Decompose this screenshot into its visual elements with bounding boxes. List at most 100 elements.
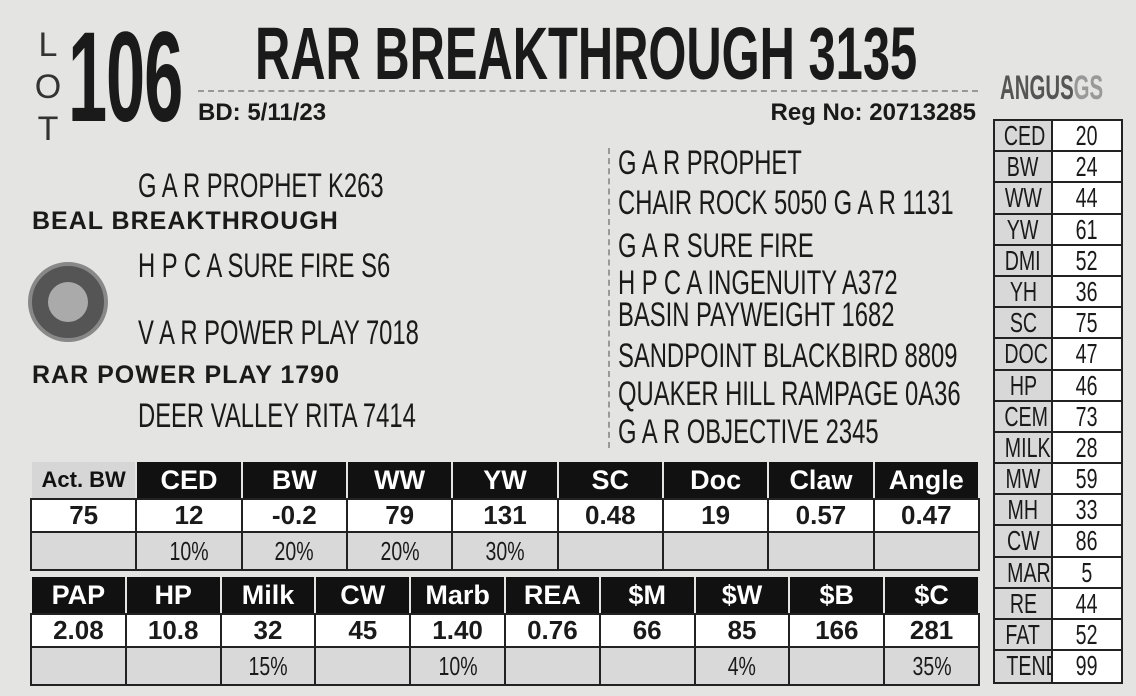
- pedigree-gg: H P C A INGENUITY A372: [618, 264, 898, 302]
- epd-value: 2.08: [30, 613, 127, 648]
- index-label: SC: [995, 308, 1053, 338]
- epd-table-2: PAP HP Milk CW Marb REA $M $W $B $C 2.08 10.8 32 45 1.…: [30, 575, 980, 686]
- epd-value: 79: [345, 498, 454, 533]
- epd-percentile: [767, 531, 875, 571]
- epd-value: 10.8: [124, 613, 222, 648]
- pedigree-gg: CHAIR ROCK 5050 G A R 1131: [618, 184, 954, 222]
- pedigree-divider: [608, 148, 610, 448]
- index-value: 46: [1053, 370, 1121, 400]
- registration: Reg No: 20713285: [771, 99, 976, 127]
- index-value: 99: [1053, 651, 1121, 683]
- epd-value: -0.2: [240, 498, 348, 533]
- index-label: WW: [995, 183, 1053, 213]
- index-label: DMI: [995, 245, 1053, 275]
- pedigree-gg: G A R OBJECTIVE 2345: [618, 413, 879, 451]
- index-row: DOC 47: [995, 339, 1121, 371]
- epd-percentile: [872, 531, 981, 571]
- index-label: DOC: [995, 339, 1053, 369]
- index-row: CW 86: [995, 526, 1121, 558]
- index-label: FAT: [995, 620, 1053, 650]
- index-percentile-table: CED 20 BW 24 WW 44 YW 61 DMI 52 YH 36 SC 75 DOC 47 HP 46 C…: [993, 119, 1123, 685]
- index-row: MW 59: [995, 464, 1121, 496]
- epd-percentile: 30%: [451, 531, 559, 571]
- index-value: 47: [1053, 339, 1121, 369]
- epd-header: REA: [503, 575, 601, 615]
- index-label: TEND: [995, 651, 1053, 683]
- epd-header: Marb: [409, 575, 506, 615]
- index-value: 75: [1053, 308, 1121, 338]
- index-value: 20: [1053, 121, 1121, 151]
- epd-percentile: [661, 531, 770, 571]
- epd-percentile: [598, 646, 696, 686]
- epd-header: Claw: [767, 460, 875, 500]
- index-value: 73: [1053, 401, 1121, 431]
- angus-gs-logo: ANGUSGS: [1000, 70, 1103, 106]
- index-row: MARB5: [995, 557, 1121, 589]
- epd-percentile: [503, 646, 601, 686]
- epd-table-1: Act. BW CED BW WW YW SC Doc Claw Angle 75 12 -0.2 79…: [29, 460, 981, 571]
- logo-suffix: GS: [1073, 69, 1104, 107]
- epd-value: 166: [788, 613, 886, 648]
- epd-value: 19: [661, 498, 770, 533]
- certification-seal-icon: [28, 262, 108, 342]
- index-row: TEND99: [995, 651, 1121, 683]
- index-label: MW: [995, 464, 1053, 494]
- birth-date-value: 5/11/23: [247, 99, 327, 126]
- index-label: MH: [995, 495, 1053, 525]
- pedigree-dam-sire: V A R POWER PLAY 7018: [138, 314, 419, 352]
- index-label: YH: [995, 276, 1053, 307]
- index-value: 36: [1053, 276, 1121, 306]
- epd-percentile: [556, 531, 664, 571]
- index-label: BW: [995, 152, 1053, 182]
- index-row: BW 24: [995, 152, 1121, 184]
- index-row: MILK 28: [995, 432, 1121, 465]
- epd-value: 1.40: [409, 613, 506, 648]
- epd-header: CED: [135, 460, 243, 500]
- index-row: DMI 52: [995, 245, 1121, 277]
- epd-percentile: [124, 646, 222, 686]
- epd-value: 12: [135, 498, 243, 533]
- index-label: MILK: [995, 432, 1053, 463]
- index-row: WW 44: [995, 183, 1121, 215]
- divider: [198, 90, 978, 92]
- epd-percentile: 35%: [883, 646, 980, 686]
- index-row: CEM 73: [995, 401, 1121, 433]
- pedigree-dam: RAR POWER PLAY 1790: [32, 361, 340, 389]
- birth-date: BD: 5/11/23: [198, 99, 326, 127]
- epd-header: Angle: [872, 460, 981, 500]
- index-row: CED 20: [995, 121, 1121, 153]
- index-value: 59: [1053, 464, 1121, 494]
- index-label: CW: [995, 526, 1053, 556]
- epd-header: $M: [598, 575, 696, 615]
- epd-percentile: [30, 646, 127, 686]
- animal-name: RAR BREAKTHROUGH 3135: [255, 12, 918, 95]
- reg-label: Reg No:: [770, 99, 863, 126]
- logo-main: ANGUS: [1000, 69, 1074, 107]
- epd-value: 66: [598, 613, 696, 648]
- index-row: FAT 52: [995, 620, 1121, 652]
- index-row: HP 46: [995, 370, 1121, 402]
- epd-value: 45: [314, 613, 412, 648]
- epd-value: 281: [883, 613, 980, 648]
- epd-header: PAP: [30, 575, 127, 615]
- pedigree-gg: QUAKER HILL RAMPAGE 0A36: [618, 375, 961, 413]
- epd-value: 0.76: [503, 613, 601, 648]
- index-row: RE 44: [995, 588, 1121, 620]
- index-label: CEM: [995, 401, 1053, 431]
- epd-percentile: 10%: [135, 531, 243, 571]
- index-label: HP: [995, 370, 1053, 400]
- pedigree-dam-dam: DEER VALLEY RITA 7414: [138, 397, 416, 435]
- epd-header: CW: [314, 575, 412, 615]
- epd-percentile: 4%: [693, 646, 791, 686]
- pedigree-gg: G A R SURE FIRE: [618, 227, 814, 265]
- index-label: RE: [995, 588, 1053, 618]
- pedigree-sire-dam: H P C A SURE FIRE S6: [138, 247, 391, 285]
- pedigree-gg: G A R PROPHET: [618, 144, 802, 182]
- epd-percentile: 20%: [240, 531, 348, 571]
- pedigree-sire-sire: G A R PROPHET K263: [138, 167, 384, 205]
- epd-value: 0.47: [872, 498, 981, 533]
- epd-value: 75: [29, 498, 138, 533]
- index-value: 44: [1053, 183, 1121, 213]
- index-value: 61: [1053, 214, 1121, 244]
- index-row: YH 36: [995, 276, 1121, 309]
